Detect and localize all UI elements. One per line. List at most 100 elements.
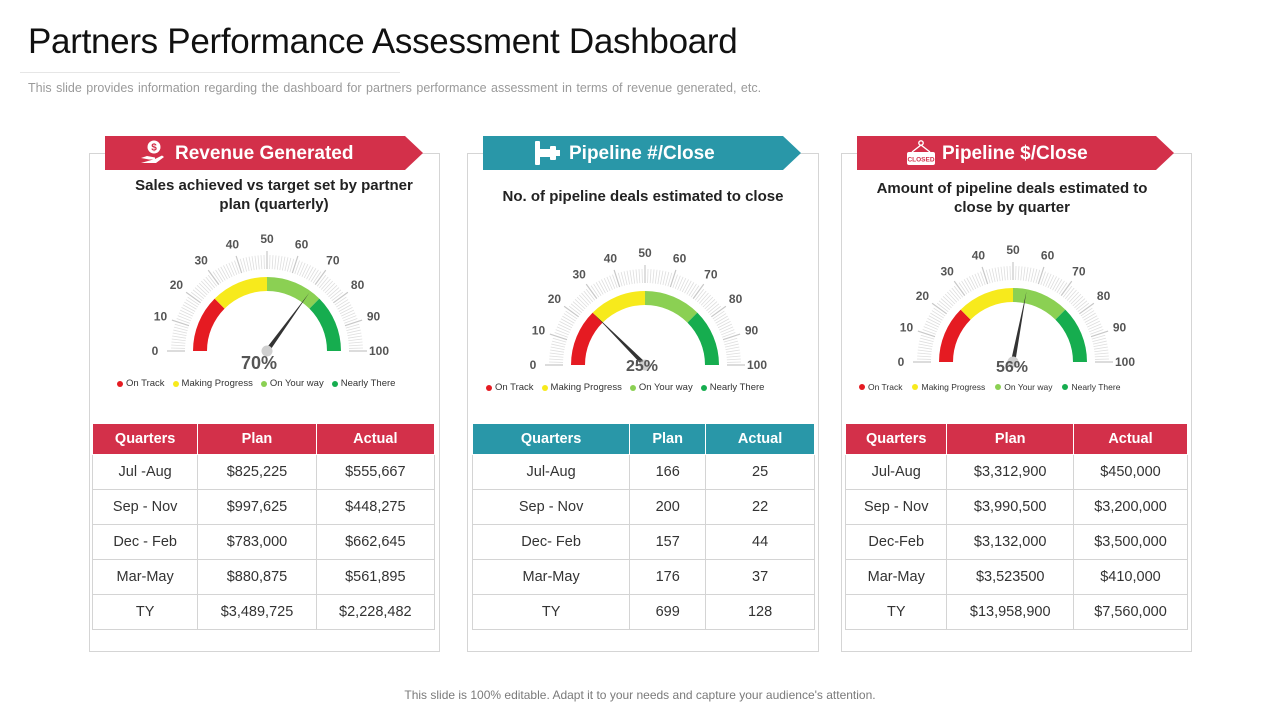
gauge-minor-tick xyxy=(724,340,739,345)
gauge-minor-tick xyxy=(1070,293,1082,305)
gauge-tick-label: 70 xyxy=(704,267,718,281)
gauge-minor-tick xyxy=(1088,323,1102,330)
legend-making-progress: Making Progress xyxy=(172,378,253,389)
gauge-minor-tick xyxy=(620,271,625,286)
gauge-minor-tick xyxy=(581,292,592,304)
gauge-minor-tick xyxy=(173,329,188,334)
gauge-band xyxy=(571,312,603,365)
gauge-minor-tick xyxy=(994,267,999,282)
gauge-minor-tick xyxy=(200,280,212,292)
actual-cell: 44 xyxy=(705,524,815,560)
gauge-minor-tick xyxy=(977,272,984,286)
quarter-cell: TY xyxy=(844,594,948,630)
gauge-minor-tick xyxy=(1094,355,1109,358)
gauge-minor-tick xyxy=(974,273,981,287)
pipeline-value-banner: CLOSED Pipeline $/Close xyxy=(857,136,1174,170)
gauge-minor-tick xyxy=(557,323,571,331)
gauge-band xyxy=(687,312,719,365)
gauge-minor-tick xyxy=(719,323,733,331)
table-row: Mar-May $3,523500 $410,000 xyxy=(844,559,1189,595)
gauge-tick-label: 60 xyxy=(673,251,687,265)
plan-cell: 166 xyxy=(629,454,707,490)
gauge-minor-tick xyxy=(559,321,573,329)
gauge-minor-tick xyxy=(198,282,210,294)
gauge-minor-tick xyxy=(1080,307,1093,317)
gauge-minor-tick xyxy=(654,269,658,284)
gauge-minor-tick xyxy=(1090,329,1104,335)
gauge-minor-tick xyxy=(966,277,974,291)
gauge-minor-tick xyxy=(940,298,952,309)
gauge-minor-tick xyxy=(1045,273,1052,287)
pipeline-count-gauge-value: 25% xyxy=(625,358,659,375)
gauge-minor-tick xyxy=(623,271,628,286)
table-row: Dec - Feb $783,000 $662,645 xyxy=(91,524,436,560)
pipeline-count-description: No. of pipeline deals estimated to close xyxy=(502,188,784,205)
gauge-tick-label: 40 xyxy=(604,251,618,265)
gauge-minor-tick xyxy=(347,332,362,337)
gauge-minor-tick xyxy=(963,279,972,292)
actual-cell: $3,200,000 xyxy=(1072,489,1189,525)
gauge-minor-tick xyxy=(1075,300,1088,311)
gauge-minor-tick xyxy=(176,318,190,324)
gauge-minor-tick xyxy=(1084,315,1098,323)
revenue-legend: On Track Making Progress On Your way Nea… xyxy=(117,378,395,389)
gauge-minor-tick xyxy=(284,257,289,272)
gauge-minor-tick xyxy=(572,301,584,312)
legend-on-track: On Track xyxy=(117,378,165,389)
revenue-heading: Revenue Generated xyxy=(175,143,354,164)
gauge-minor-tick xyxy=(635,269,638,284)
table-row: TY $13,958,900 $7,560,000 xyxy=(844,594,1189,630)
gauge-minor-tick xyxy=(551,343,566,348)
gauge-minor-tick xyxy=(310,269,319,282)
gauge-minor-tick xyxy=(724,343,739,348)
gauge-minor-tick xyxy=(345,323,360,329)
gauge-minor-tick xyxy=(725,349,740,353)
legend-on-track: On Track xyxy=(859,382,902,392)
pipeline-value-legend: On Track Making Progress On Your way Nea… xyxy=(859,382,1120,392)
quarter-cell: Dec- Feb xyxy=(471,524,631,560)
actual-cell: $2,228,482 xyxy=(315,594,436,630)
gauge-tick-label: 0 xyxy=(152,344,159,358)
gauge-minor-tick xyxy=(1062,285,1073,298)
gauge-hub xyxy=(261,345,273,357)
gauge-minor-tick xyxy=(549,352,564,356)
gauge-minor-tick xyxy=(346,329,361,334)
gauge-tick-label: 10 xyxy=(900,320,914,334)
gauge-minor-tick xyxy=(274,255,277,270)
pipeline-count-banner: Pipeline #/Close xyxy=(483,136,801,170)
gauge-minor-tick xyxy=(1022,266,1026,281)
gauge-minor-tick xyxy=(260,255,263,270)
gauge-minor-tick xyxy=(928,315,942,323)
gauge-minor-tick xyxy=(550,346,565,351)
gauge-minor-tick xyxy=(303,265,311,279)
table-row: TY $3,489,725 $2,228,482 xyxy=(91,594,436,630)
gauge-minor-tick xyxy=(1056,280,1065,293)
revenue-table: Quarters Plan Actual Jul -Aug $825,225 $55… xyxy=(91,423,436,630)
gauge-tick-label: 70 xyxy=(1072,264,1086,278)
gauge-minor-tick xyxy=(997,267,1001,282)
gauge-tick-label: 90 xyxy=(1113,320,1127,334)
plan-cell: $3,523500 xyxy=(946,559,1074,595)
gauge-minor-tick xyxy=(1092,340,1107,345)
quarter-cell: Dec-Feb xyxy=(844,524,948,560)
gauge-minor-tick xyxy=(933,307,946,317)
gauge-minor-tick xyxy=(667,272,673,287)
plan-cell: $825,225 xyxy=(197,454,317,490)
plan-cell: 699 xyxy=(629,594,707,630)
gauge-minor-tick xyxy=(245,257,250,272)
gauge-minor-tick xyxy=(348,338,363,342)
legend-nearly-there: Nearly There xyxy=(331,378,395,389)
money-hand-icon: $ xyxy=(138,139,168,167)
gauge-band xyxy=(1055,309,1087,362)
gauge-minor-tick xyxy=(306,266,314,280)
gauge-minor-tick xyxy=(549,355,564,358)
gauge-band xyxy=(193,298,225,351)
gauge-tick-label: 20 xyxy=(170,278,184,292)
closed-sign-icon: CLOSED xyxy=(905,139,935,167)
gauge-minor-tick xyxy=(289,258,295,273)
gauge-major-tick xyxy=(332,291,349,304)
gauge-minor-tick xyxy=(1040,271,1046,285)
gauge-minor-tick xyxy=(712,310,725,320)
pipeline-value-table: Quarters Plan Actual Jul-Aug $3,312,900 $4… xyxy=(844,423,1189,630)
gauge-minor-tick xyxy=(196,284,208,296)
